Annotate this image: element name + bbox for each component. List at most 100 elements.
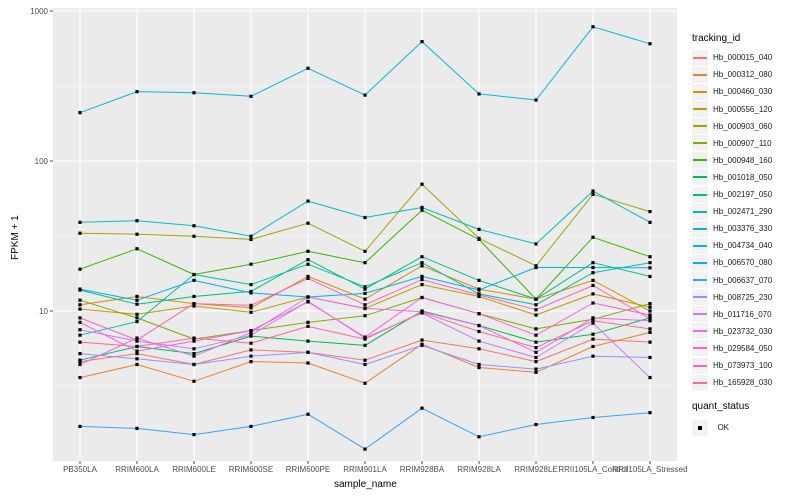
- x-tick-label-RRII105LA_Control: RRII105LA_Control: [558, 465, 628, 474]
- legend-item-Hb_073973_100: Hb_073973_100: [692, 357, 772, 374]
- legend-key: [692, 169, 708, 186]
- data-point: [306, 258, 310, 262]
- legend-item-Hb_000907_110: Hb_000907_110: [692, 135, 772, 152]
- data-point: [648, 220, 652, 224]
- legend-item-Hb_000948_160: Hb_000948_160: [692, 152, 772, 169]
- quant-ok-key: [692, 419, 708, 436]
- line-swatch-icon: [693, 330, 707, 333]
- data-point: [591, 192, 595, 196]
- data-point: [648, 305, 652, 309]
- line-swatch-icon: [693, 347, 707, 350]
- legend-label: Hb_011716_070: [713, 309, 772, 319]
- data-point: [306, 221, 310, 225]
- x-tick-label-RRII105LA_Stressed: RRII105LA_Stressed: [612, 465, 688, 474]
- legend-key: [692, 49, 708, 66]
- data-point: [306, 199, 310, 203]
- legend-label: Hb_165928_030: [713, 378, 773, 388]
- data-point: [534, 303, 538, 307]
- line-swatch-icon: [693, 227, 707, 230]
- x-tick-label-RRIM928BA: RRIM928BA: [399, 465, 445, 474]
- data-point: [363, 291, 367, 296]
- legend-item-Hb_165928_030: Hb_165928_030: [692, 374, 773, 391]
- data-point: [648, 209, 652, 214]
- data-point: [534, 346, 538, 350]
- data-point: [420, 40, 424, 44]
- data-point: [192, 351, 196, 356]
- legend-key: [692, 118, 708, 135]
- line-swatch-icon: [693, 142, 707, 145]
- data-point: [135, 349, 139, 353]
- data-point: [249, 291, 253, 295]
- data-point: [477, 362, 481, 367]
- data-point: [192, 354, 196, 358]
- data-point: [306, 276, 310, 280]
- data-point: [420, 295, 424, 300]
- data-point: [78, 328, 82, 332]
- x-tick-label-RRIM928LA: RRIM928LA: [457, 465, 501, 474]
- data-point: [648, 42, 652, 46]
- data-point: [591, 265, 595, 270]
- data-point: [591, 301, 595, 305]
- square-point-icon: [698, 425, 702, 430]
- data-point: [648, 375, 652, 380]
- data-point: [135, 294, 139, 299]
- line-swatch-icon: [693, 381, 707, 384]
- legend-key: [692, 203, 708, 220]
- legend-label: Hb_000556_120: [713, 104, 773, 114]
- data-point: [534, 333, 538, 337]
- data-point: [249, 262, 253, 266]
- data-point: [363, 297, 367, 301]
- legend-item-Hb_000015_040: Hb_000015_040: [692, 49, 772, 66]
- legend-key: [692, 340, 708, 357]
- legend-title-quant-status: quant_status: [692, 401, 750, 412]
- data-point: [477, 365, 481, 370]
- data-point: [591, 278, 595, 282]
- data-point: [363, 287, 367, 291]
- legend-label: Hb_001018_050: [713, 172, 773, 182]
- data-point: [135, 302, 139, 306]
- legend-label: Hb_003376_330: [713, 224, 773, 234]
- line-swatch-icon: [693, 56, 707, 59]
- legend-key: [692, 323, 708, 340]
- legend-item-quant-ok: OK: [692, 419, 729, 436]
- y-tick-label: 100: [34, 157, 48, 166]
- legend-label: Hb_006637_070: [713, 275, 773, 285]
- legend-item-Hb_008725_230: Hb_008725_230: [692, 288, 772, 306]
- data-point: [192, 379, 196, 383]
- x-tick-label-RRIM901LA: RRIM901LA: [343, 465, 387, 474]
- data-point: [534, 264, 538, 268]
- data-point: [648, 309, 652, 313]
- line-swatch-icon: [693, 261, 707, 264]
- data-point: [648, 274, 652, 279]
- legend-label: Hb_000460_030: [713, 87, 773, 97]
- data-point: [363, 303, 367, 307]
- data-point: [420, 282, 424, 287]
- data-point: [78, 303, 82, 307]
- data-point: [477, 435, 481, 439]
- legend-label: Hb_004734_040: [713, 241, 773, 251]
- legend-label: Hb_000312_080: [713, 70, 773, 80]
- data-point: [591, 292, 595, 296]
- data-point: [249, 306, 253, 310]
- data-point: [135, 319, 139, 324]
- data-point: [135, 219, 139, 223]
- legend-key: [692, 135, 708, 152]
- legend-label: Hb_002471_290: [713, 207, 773, 217]
- data-point: [534, 308, 538, 312]
- legend-key: [692, 272, 708, 289]
- data-point: [534, 370, 538, 374]
- legend-key: [692, 101, 708, 118]
- y-tick-label: 10: [39, 307, 48, 316]
- data-point: [78, 267, 82, 271]
- data-point: [249, 354, 253, 358]
- legend-label: Hb_000907_110: [713, 138, 772, 148]
- data-point: [78, 320, 82, 324]
- data-point: [192, 339, 196, 343]
- data-point: [591, 283, 595, 288]
- data-point: [363, 314, 367, 318]
- data-point: [591, 271, 595, 275]
- data-point: [648, 411, 652, 415]
- data-point: [363, 343, 367, 347]
- data-point: [477, 293, 481, 297]
